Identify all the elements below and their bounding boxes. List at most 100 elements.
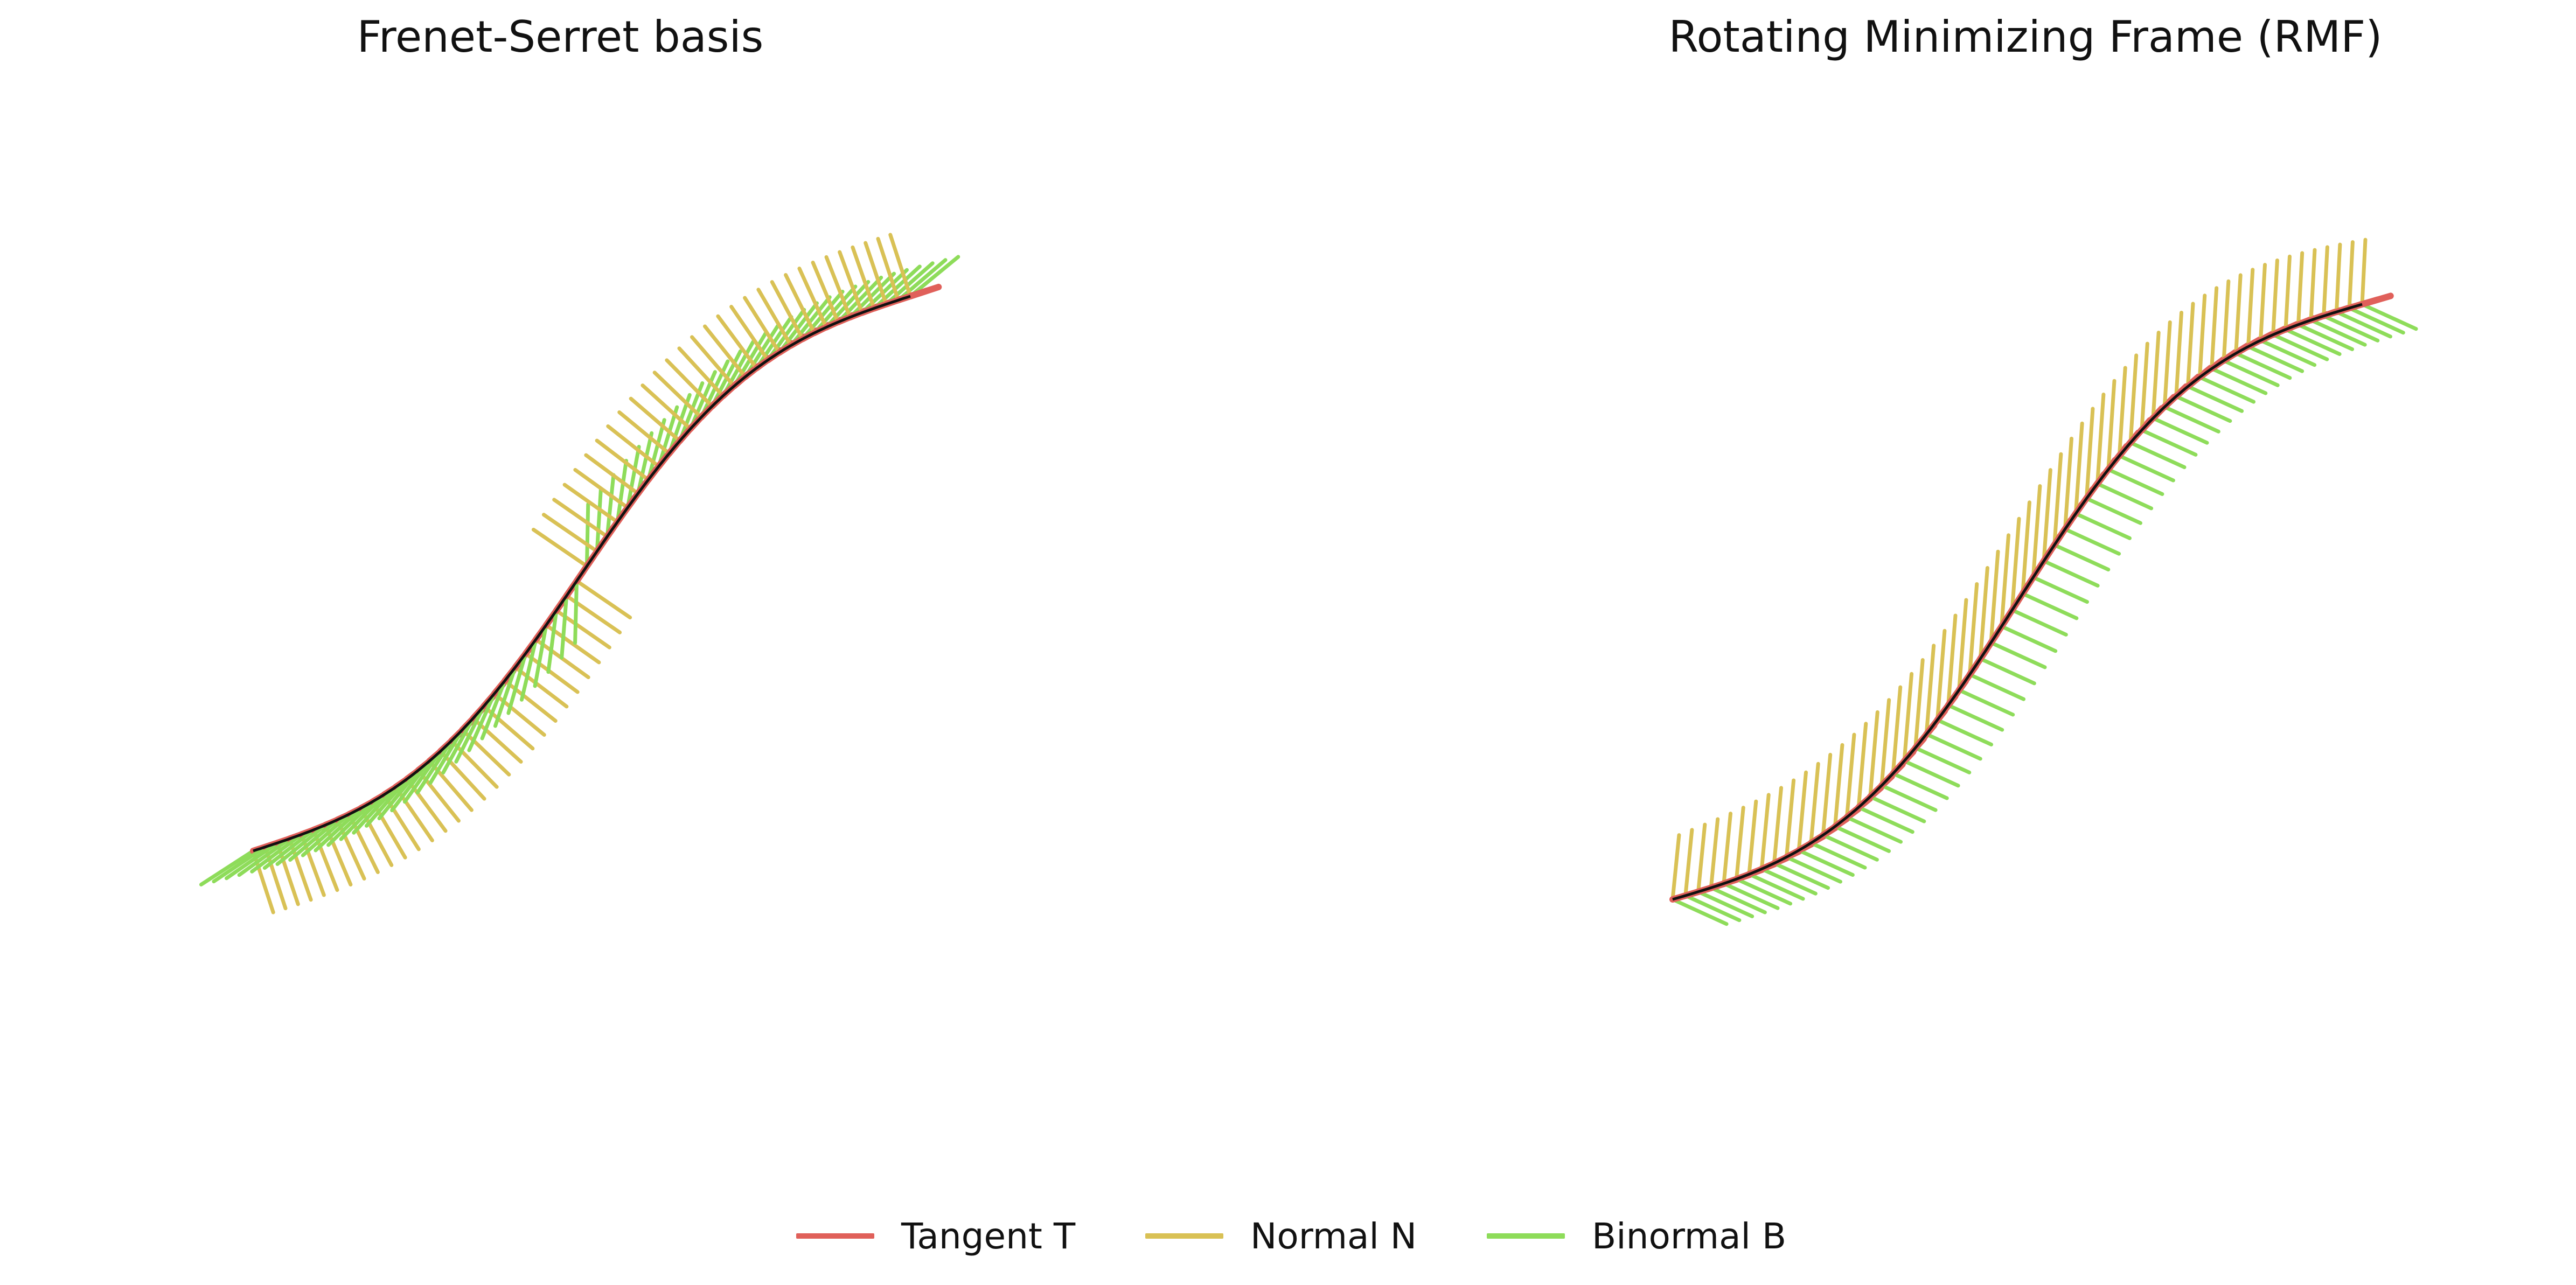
binormal-vector	[533, 623, 548, 688]
binormal-vector	[1935, 718, 1994, 746]
normal-vector	[824, 255, 852, 319]
normal-vector	[1989, 549, 2000, 645]
binormal-vector	[2198, 375, 2256, 404]
normal-vector	[2360, 238, 2368, 306]
binormal-vector	[2140, 428, 2198, 457]
binormal-vector	[519, 637, 538, 702]
normal-vector	[1747, 799, 1758, 876]
binormal-vector	[646, 418, 666, 482]
normal-vector	[729, 305, 770, 362]
binormal-vector	[326, 800, 375, 847]
binormal-vector	[2063, 527, 2121, 556]
normal-vector	[756, 288, 793, 347]
normal-vector	[743, 296, 782, 355]
binormal-vector	[2186, 385, 2244, 413]
panel-rmf	[1669, 238, 2418, 926]
binormal-vector	[1946, 703, 2004, 732]
normal-vector	[2140, 341, 2149, 432]
binormal-vector	[1833, 825, 1891, 853]
binormal-vector	[584, 502, 590, 568]
binormal-vector	[848, 271, 896, 319]
binormal-vector	[657, 405, 679, 469]
binormal-vector	[2084, 497, 2142, 525]
normal-vector	[394, 785, 434, 842]
binormal-vector	[2117, 453, 2175, 483]
binormal-vector	[2042, 559, 2100, 588]
binormal-vector	[1784, 855, 1843, 884]
normal-vector	[665, 358, 714, 408]
normal-vector	[703, 324, 747, 379]
binormal-vector	[1957, 688, 2015, 717]
binormal-vector	[1902, 759, 1960, 788]
binormal-vector	[262, 828, 316, 870]
normal-vector	[784, 273, 817, 335]
normal-vector	[503, 679, 558, 723]
binormal-vector	[2210, 366, 2268, 395]
binormal-vector	[288, 818, 339, 862]
normal-vector	[1913, 658, 1925, 750]
binormal-vector	[2031, 575, 2089, 604]
normal-vector	[1683, 828, 1694, 898]
normal-vector	[2031, 484, 2042, 579]
normal-vector	[2042, 468, 2052, 563]
space-curve	[1672, 303, 2363, 901]
binormal-vector	[1683, 893, 1742, 923]
binormal-vector	[1891, 771, 1949, 800]
binormal-vector	[1856, 805, 1914, 834]
normal-vector	[1946, 613, 1958, 707]
normal-vector	[300, 832, 326, 897]
binormal-vector	[2151, 416, 2209, 445]
binormal-vector	[1913, 746, 1972, 774]
binormal-vector	[2259, 338, 2317, 367]
binormal-vector	[454, 704, 486, 764]
normal-vector	[690, 335, 736, 388]
normal-vector	[1809, 762, 1820, 845]
legend-label-tangent: Tangent T	[901, 1215, 1076, 1257]
normal-vector	[541, 513, 599, 554]
binormal-vector	[467, 692, 497, 752]
binormal-vector	[573, 579, 579, 645]
binormal-vector	[2010, 608, 2068, 637]
binormal-vector	[2095, 481, 2154, 511]
normal-vector	[677, 346, 725, 398]
binormal-vector	[2073, 512, 2132, 540]
normal-vector	[2271, 258, 2279, 337]
binormal-vector	[2222, 359, 2280, 387]
normal-vector	[1844, 732, 1856, 819]
normal-vector	[562, 483, 619, 524]
binormal-vector	[2128, 441, 2187, 470]
normal-vector	[513, 665, 569, 709]
normal-vector	[2246, 268, 2255, 349]
normal-vector	[617, 410, 671, 456]
binormal-vector	[2246, 345, 2305, 373]
binormal-vector	[2296, 323, 2355, 351]
normal-vector	[1772, 786, 1784, 865]
binormal-vector	[595, 487, 603, 554]
binormal-vector	[1772, 861, 1830, 890]
normal-vector	[1833, 743, 1844, 829]
binormal-vector	[441, 716, 475, 775]
binormal-vector	[560, 593, 569, 660]
binormal-vector	[237, 836, 291, 877]
normal-vector	[1696, 822, 1707, 894]
binormal-vector	[1735, 877, 1793, 906]
binormal-vector	[836, 275, 883, 324]
binormal-vector	[546, 609, 559, 674]
normal-vector	[2106, 379, 2117, 472]
binormal-vector	[2360, 302, 2418, 331]
binormal-vector	[339, 792, 386, 841]
panel-title-rmf: Rotating Minimizing Frame (RMF)	[1668, 12, 2383, 62]
normal-vector	[629, 396, 682, 443]
binormal-vector	[2162, 405, 2220, 434]
binormal-vector	[506, 652, 528, 715]
normal-vector	[876, 236, 901, 302]
binormal-vector	[605, 473, 616, 539]
binormal-vector	[301, 812, 351, 857]
normal-vector	[851, 245, 876, 311]
binormal-vector	[2052, 543, 2111, 572]
normal-vector	[1821, 752, 1833, 837]
binormal-vector	[615, 458, 629, 524]
panel-frenet	[199, 233, 960, 914]
binormal-vector	[1722, 882, 1780, 910]
